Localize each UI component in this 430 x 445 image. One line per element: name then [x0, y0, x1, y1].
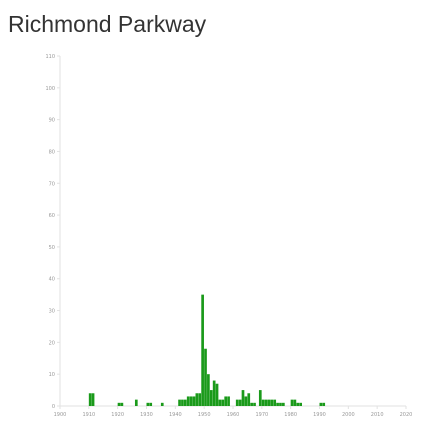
x-tick-label: 2020: [400, 412, 413, 418]
x-tick-label: 1970: [255, 412, 268, 418]
x-tick-label: 2000: [342, 412, 355, 418]
bar: [215, 383, 219, 406]
x-tick-label: 1980: [284, 412, 297, 418]
x-tick-label: 1920: [111, 412, 124, 418]
x-tick-label: 1990: [313, 412, 326, 418]
bar: [186, 396, 190, 406]
y-tick-label: 100: [45, 86, 55, 92]
bar: [192, 396, 196, 406]
bar: [88, 393, 92, 406]
bar: [319, 402, 323, 406]
bar: [117, 402, 121, 406]
bar: [273, 399, 277, 406]
x-tick-label: 1940: [169, 412, 182, 418]
bar: [299, 402, 302, 406]
y-tick-label: 50: [49, 245, 55, 251]
bar: [241, 390, 245, 406]
bar: [221, 399, 225, 406]
y-tick-label: 60: [49, 213, 55, 219]
bar: [247, 393, 251, 406]
bar: [296, 402, 300, 406]
bar: [238, 399, 242, 406]
y-tick-label: 40: [49, 277, 55, 283]
bar: [322, 402, 326, 406]
bar: [270, 399, 274, 406]
y-tick-label: 30: [49, 309, 55, 315]
y-tick-label: 110: [45, 54, 55, 60]
x-tick-label: 2010: [371, 412, 384, 418]
y-tick-label: 10: [49, 372, 55, 378]
bar: [207, 374, 210, 406]
y-tick-label: 20: [49, 340, 55, 346]
bar: [178, 399, 181, 406]
bar: [261, 399, 265, 406]
y-tick-label: 90: [49, 118, 55, 124]
bar: [189, 396, 193, 406]
y-tick-label: 80: [49, 149, 55, 155]
y-tick-label: 0: [52, 404, 55, 410]
bar: [91, 393, 95, 406]
x-tick-label: 1960: [227, 412, 240, 418]
bar: [250, 402, 253, 406]
y-tick-label: 70: [49, 181, 55, 187]
bar: [276, 402, 279, 406]
bar: [149, 402, 153, 406]
bar: [279, 402, 282, 406]
bar: [218, 399, 222, 406]
bar: [146, 402, 150, 406]
bar: [134, 399, 138, 406]
bar: [181, 399, 184, 406]
bar: [204, 348, 207, 406]
bar: [160, 402, 164, 406]
x-tick-label: 1950: [198, 412, 211, 418]
bar: [120, 402, 124, 406]
bar: [209, 390, 213, 406]
bar: [244, 396, 248, 406]
bars: [88, 294, 326, 406]
x-tick-label: 1930: [140, 412, 153, 418]
bar: [201, 294, 204, 406]
bar: [195, 393, 199, 406]
bar: [258, 390, 262, 406]
page-title: Richmond Parkway: [8, 11, 207, 37]
bar: [235, 399, 239, 406]
bar: [253, 402, 256, 406]
bar: [267, 399, 271, 406]
x-tick-label: 1900: [54, 412, 67, 418]
bar: [290, 399, 294, 406]
bar: [282, 402, 285, 406]
bar: [212, 380, 216, 406]
bar: [293, 399, 297, 406]
bar: [198, 393, 202, 406]
bar: [183, 399, 187, 406]
x-axis: 1900 1910 1920 1930 1940 1950 1960 1970 1980 1990…: [54, 405, 413, 418]
x-tick-label: 1910: [82, 412, 95, 418]
y-axis: 0 10 20 30 40 50 60 70 80 90 100 110: [45, 54, 61, 410]
bar: [264, 399, 268, 406]
bar: [227, 396, 230, 406]
bar: [224, 396, 228, 406]
